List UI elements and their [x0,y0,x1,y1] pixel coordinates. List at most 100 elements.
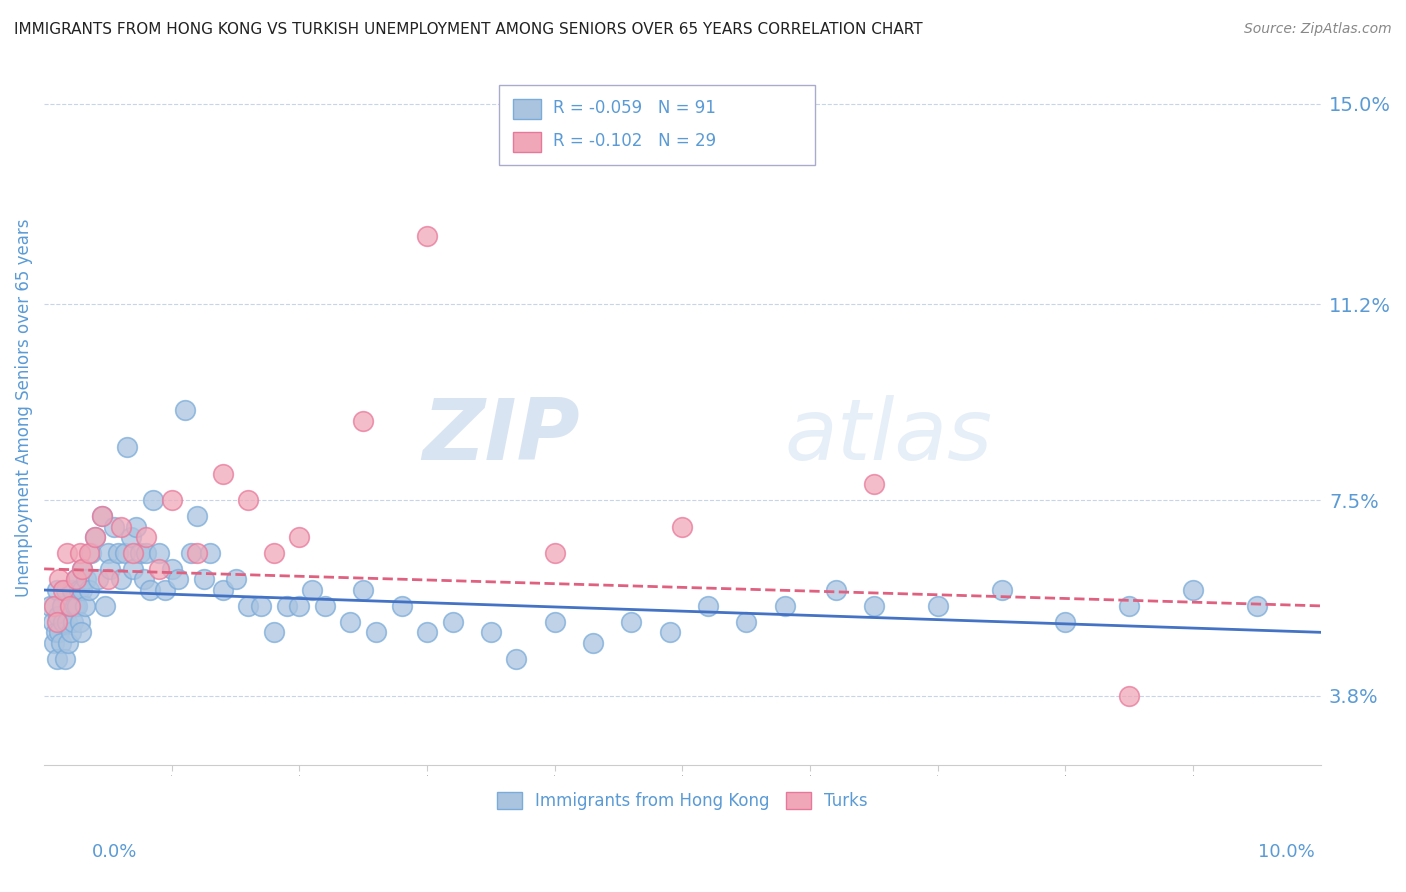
Point [65,573,87,587]
Point [148,546,170,560]
Point [48,573,70,587]
Point [544,615,567,629]
Point [132,573,155,587]
Point [863,599,886,613]
Point [696,599,718,613]
Point [67,582,90,597]
Point [288,530,311,544]
Point [44,636,66,650]
Point [238,599,260,613]
Text: 10.0%: 10.0% [1258,843,1315,861]
Point [441,615,464,629]
Point [72,582,94,597]
Point [66,599,89,613]
Point [58,636,80,650]
Point [186,508,208,523]
Point [927,599,949,613]
Point [77,582,100,597]
Point [167,573,190,587]
Point [59,625,82,640]
Text: atlas: atlas [785,394,993,477]
Point [70,625,93,640]
Point [620,615,643,629]
Point [103,519,125,533]
Point [225,573,247,587]
Point [582,636,605,650]
Point [45,615,67,629]
Point [45,652,67,666]
Point [288,599,311,613]
Point [56,615,79,629]
Point [658,625,681,640]
Point [77,546,100,560]
Point [263,625,285,640]
Point [120,530,142,544]
Point [69,546,91,560]
Point [44,599,66,613]
Point [122,546,145,560]
Point [65,573,87,587]
Point [155,582,177,597]
Point [735,615,758,629]
Point [49,636,72,650]
Point [352,582,374,597]
Point [45,625,67,640]
Point [59,599,82,613]
Point [90,508,112,523]
Point [180,546,202,560]
Point [505,652,527,666]
Point [110,573,132,587]
Text: Source: ZipAtlas.com: Source: ZipAtlas.com [1244,22,1392,37]
Point [122,562,145,576]
Point [193,573,215,587]
Point [115,440,138,454]
Point [339,615,361,629]
Legend: Immigrants from Hong Kong, Turks: Immigrants from Hong Kong, Turks [491,785,875,817]
Point [135,530,157,544]
Point [142,493,165,508]
Point [42,615,65,629]
Point [87,573,110,587]
Point [80,546,103,560]
Point [56,546,79,560]
Point [128,546,150,560]
Point [39,599,62,613]
Point [211,582,233,597]
Y-axis label: Unemployment Among Seniors over 65 years: Unemployment Among Seniors over 65 years [15,219,32,597]
Point [139,582,162,597]
Point [1118,599,1140,613]
Point [250,599,273,613]
Point [863,477,886,491]
Point [63,599,86,613]
Point [53,652,76,666]
Point [416,625,439,640]
Point [314,599,336,613]
Point [107,546,129,560]
Text: R = -0.059   N = 91: R = -0.059 N = 91 [553,99,716,117]
Point [46,609,69,624]
Point [59,599,82,613]
Point [301,582,323,597]
Point [90,508,112,523]
Point [238,493,260,508]
Point [55,582,77,597]
Point [73,599,96,613]
Point [72,562,94,576]
Point [544,546,567,560]
Point [52,582,75,597]
Point [51,599,73,613]
Point [671,519,693,533]
Point [773,599,796,613]
Text: R = -0.102   N = 29: R = -0.102 N = 29 [553,132,716,150]
Point [84,530,107,544]
Point [69,615,91,629]
Point [135,546,157,560]
Point [160,562,183,576]
Point [364,625,387,640]
Point [1118,689,1140,703]
Point [62,615,84,629]
Point [352,414,374,428]
Point [94,599,117,613]
Point [1054,615,1077,629]
Point [824,582,846,597]
